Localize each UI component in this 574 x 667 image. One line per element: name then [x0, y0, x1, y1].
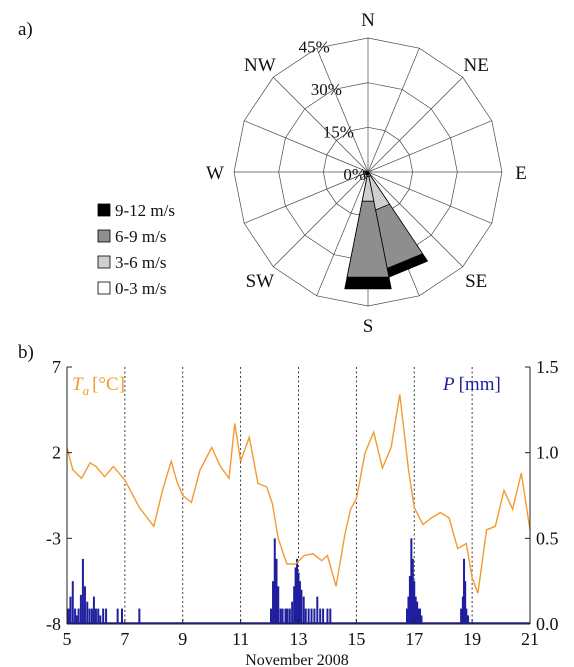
petal-speed-3-6-w: [363, 170, 369, 174]
right-y-symbol: P: [442, 374, 455, 395]
petal-speed-0-3-s: [366, 171, 370, 177]
spoke-ne: [367, 77, 463, 173]
x-tick-label-17: 17: [405, 629, 423, 649]
x-tick-labels: 5 7 9 11 13 15 17 19 21: [63, 619, 539, 649]
legend-label-speed-3-6: 3-6 m/s: [115, 253, 166, 272]
spoke-nne: [367, 48, 420, 173]
x-tick-label-13: 13: [290, 629, 308, 649]
wind-rose: 0% 15% 30% 45% N NE E SE S SW W NW: [206, 10, 527, 337]
legend-swatch-speed-9-12: [97, 203, 111, 217]
spoke-wnw: [244, 120, 369, 173]
left-tick-label-3: -8: [46, 614, 61, 634]
petal-speed-6-9-s: [346, 171, 390, 278]
spoke-ssw: [316, 171, 369, 296]
x-tick-label-9: 9: [178, 629, 187, 649]
wind-rose-petals: [344, 170, 428, 290]
precipitation-series: [67, 538, 530, 624]
x-tick-label-7: 7: [120, 629, 129, 649]
spoke-nnw: [316, 48, 369, 173]
legend-swatch-speed-0-3: [97, 281, 111, 295]
x-tick-label-15: 15: [347, 629, 365, 649]
right-tick-label-3: 0.0: [536, 614, 559, 634]
compass-label-ne: NE: [464, 55, 489, 76]
left-y-axis-label: Ta [°C]: [72, 374, 125, 398]
left-y-subscript: a: [83, 383, 90, 398]
left-y-tick-labels: 7 2 -3 -8: [46, 357, 72, 634]
left-tick-label-1: 2: [52, 443, 61, 463]
spoke-nw: [273, 77, 369, 173]
legend-swatch-speed-6-9: [97, 229, 111, 243]
wind-rose-legend: 9-12 m/s 6-9 m/s 3-6 m/s 0-3 m/s: [97, 201, 175, 298]
petal-speed-0-3-w: [366, 171, 369, 173]
right-y-axis-label: P [mm]: [442, 374, 501, 395]
wind-rose-radial-ticks: 0% 15% 30% 45%: [299, 38, 366, 184]
legend-swatch-speed-3-6: [97, 255, 111, 269]
legend-label-speed-6-9: 6-9 m/s: [115, 227, 166, 246]
radial-tick-15: 15%: [323, 123, 354, 142]
x-tick-label-5: 5: [63, 629, 72, 649]
left-y-symbol: T: [72, 374, 84, 395]
left-tick-label-2: -3: [46, 528, 61, 548]
compass-label-se: SE: [465, 271, 487, 292]
right-y-tick-labels: 1.5 1.0 0.5 0.0: [525, 357, 559, 634]
spoke-wsw: [244, 171, 369, 224]
legend-label-speed-9-12: 9-12 m/s: [115, 201, 175, 220]
right-y-unit: [mm]: [459, 374, 501, 395]
panel-b-label: b): [18, 342, 34, 363]
right-tick-label-2: 0.5: [536, 528, 559, 548]
compass-label-w: W: [206, 163, 224, 184]
spoke-se: [367, 171, 463, 267]
legend-label-speed-0-3: 0-3 m/s: [115, 279, 166, 298]
spoke-ese: [367, 171, 492, 224]
temperature-line: [66, 394, 531, 594]
spoke-ene: [367, 120, 492, 173]
radial-tick-30: 30%: [311, 80, 342, 99]
left-y-unit: [°C]: [92, 374, 125, 395]
panel-a-label: a): [18, 19, 33, 40]
spoke-sw: [273, 171, 369, 267]
compass-label-sw: SW: [246, 271, 275, 292]
x-tick-label-21: 21: [521, 629, 539, 649]
left-tick-label-0: 7: [52, 357, 61, 377]
compass-label-s: S: [363, 316, 374, 337]
x-axis-label: November 2008: [245, 652, 349, 667]
radial-tick-0: 0%: [343, 165, 366, 184]
x-tick-label-19: 19: [463, 629, 481, 649]
compass-label-n: N: [361, 10, 375, 31]
petal-speed-3-6-s: [361, 171, 375, 202]
right-tick-label-0: 1.5: [536, 357, 559, 377]
x-tick-label-11: 11: [232, 629, 249, 649]
wind-rose-direction-labels: N NE E SE S SW W NW: [206, 10, 527, 337]
compass-label-nw: NW: [244, 55, 276, 76]
time-series-chart: 5 7 9 11 13 15 17 19 21 7 2 -3 -8 1.5 1.0 0.5 0.0 Nove…: [46, 357, 559, 667]
compass-label-e: E: [515, 163, 527, 184]
radial-tick-45: 45%: [299, 38, 330, 57]
right-tick-label-1: 1.0: [536, 443, 559, 463]
